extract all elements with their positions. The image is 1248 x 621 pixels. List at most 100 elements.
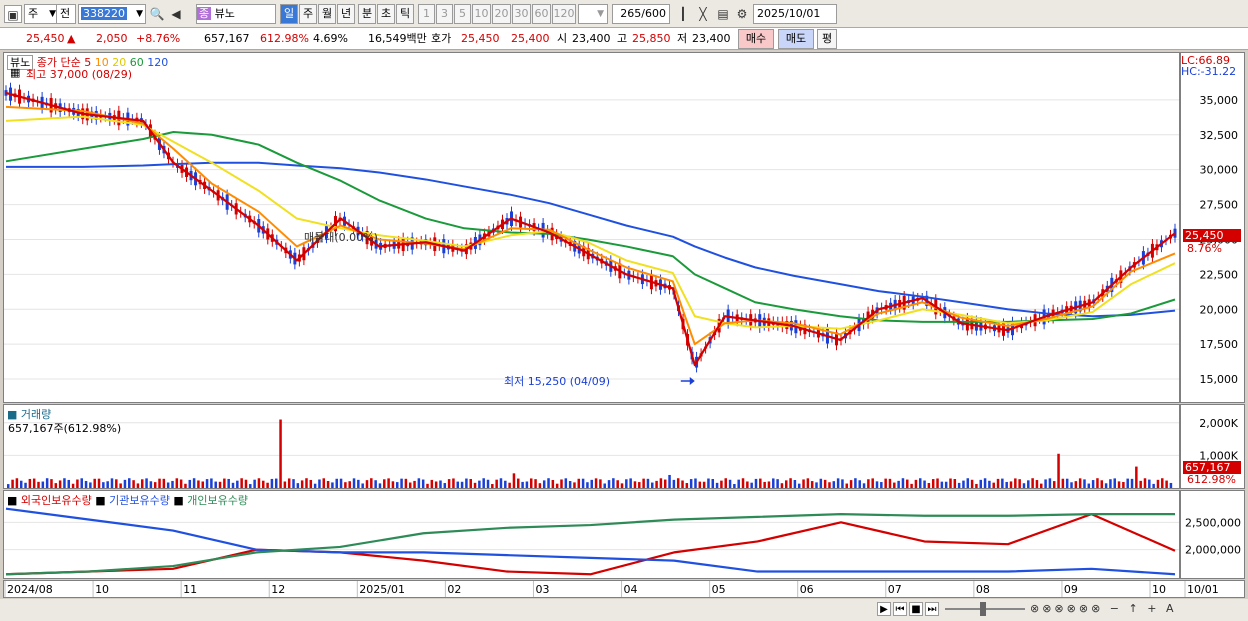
volume-bar xyxy=(374,480,377,488)
volume-bar xyxy=(1057,453,1060,488)
volume-bar xyxy=(1135,466,1138,488)
search-icon[interactable]: 🔍 xyxy=(149,7,165,21)
volume-bar xyxy=(560,479,563,488)
volume-bar xyxy=(551,479,555,488)
sell-button[interactable]: 매도 xyxy=(778,29,814,49)
volume-bar xyxy=(746,481,749,488)
mode-select[interactable]: 전 xyxy=(56,4,76,24)
period-week-button[interactable]: 주 xyxy=(299,4,317,24)
price-legend: 뷰노 종가 단순 5 10 20 60 120 xyxy=(7,54,168,70)
interval-60-button[interactable]: 60 xyxy=(532,4,551,24)
volume-bar xyxy=(849,480,853,488)
volume-bar xyxy=(132,480,135,488)
mid-label: 매물대(0.00%) xyxy=(304,231,378,244)
volume-bar xyxy=(266,482,269,488)
volume-bar xyxy=(318,479,321,488)
zoom-slider-handle[interactable] xyxy=(980,602,986,616)
period-day-button[interactable]: 일 xyxy=(280,4,298,24)
volume-bar xyxy=(396,482,399,488)
x-tick-label: 2024/08 xyxy=(7,583,53,596)
volume-panel[interactable]: ■ 거래량 657,167주(612.98%) xyxy=(3,404,1180,489)
chart-grid-icon[interactable]: ▦ xyxy=(10,66,21,79)
volume-bar xyxy=(875,481,879,488)
stop-icon[interactable]: ■ xyxy=(909,602,923,616)
interval-30-button[interactable]: 30 xyxy=(512,4,531,24)
volume-bar xyxy=(568,481,572,488)
market-select[interactable]: 주 ▼ xyxy=(24,4,60,24)
volume-tick-label: 2,000K xyxy=(1199,417,1238,430)
scroll-end-icon[interactable]: ⏭ xyxy=(925,602,939,616)
scroll-start-icon[interactable]: ⏮ xyxy=(893,602,907,616)
volume-bar xyxy=(292,479,295,488)
volume-bar xyxy=(988,480,991,488)
interval-20-button[interactable]: 20 xyxy=(492,4,511,24)
volume-bar xyxy=(383,479,386,488)
volume-bar xyxy=(936,478,939,488)
volume-bar xyxy=(836,478,840,488)
interval-10-button[interactable]: 10 xyxy=(472,4,491,24)
volume-bar xyxy=(404,478,408,488)
volume-bar xyxy=(205,479,209,488)
volume-bar xyxy=(910,483,913,488)
draw-tool-icon[interactable]: ╳ xyxy=(699,7,707,21)
period-year-button[interactable]: 년 xyxy=(337,4,355,24)
volume-bar xyxy=(41,481,45,488)
volume-bar xyxy=(966,478,970,488)
interval-5-button[interactable]: 5 xyxy=(454,4,471,24)
volume-bar xyxy=(763,481,766,488)
volume-bar xyxy=(240,478,243,488)
ma60-legend: 60 xyxy=(129,56,144,69)
candle-icon[interactable]: ┃ xyxy=(679,7,687,21)
market-value: 주 xyxy=(28,7,39,20)
gear-icon[interactable]: ⚙ xyxy=(736,7,748,21)
holding-tick-label: 2,000,000 xyxy=(1185,544,1241,557)
date-input[interactable]: 2025/10/01 xyxy=(753,4,837,24)
period-minute-button[interactable]: 분 xyxy=(358,4,376,24)
price-panel[interactable]: 뷰노 종가 단순 5 10 20 60 120 ▦ 최고 37,000 (08/… xyxy=(3,52,1180,403)
low-marker: 최저 15,250 (04/09) xyxy=(504,375,611,388)
volume-bar xyxy=(1001,478,1004,488)
volume-last-tag: 657,167 xyxy=(1183,461,1241,474)
holding-axis: 2,500,000 2,000,000 xyxy=(1180,490,1245,579)
volume-bar xyxy=(1126,478,1129,488)
volume-bar xyxy=(270,478,274,488)
count-value: 265 xyxy=(620,7,642,20)
volume-bar xyxy=(352,478,356,488)
volume-bar xyxy=(914,479,918,488)
count-input[interactable]: 265/600 xyxy=(612,4,670,24)
period-second-button[interactable]: 초 xyxy=(377,4,395,24)
interval-3-button[interactable]: 3 xyxy=(436,4,453,24)
period-month-button[interactable]: 월 xyxy=(318,4,336,24)
code-input[interactable]: 338220 ▼ xyxy=(78,4,146,24)
holding-panel[interactable]: ■ 외국인보유수량 ■ 기관보유수량 ■ 개인보유수량 xyxy=(3,490,1180,579)
interval-1-button[interactable]: 1 xyxy=(418,4,435,24)
volume-bar xyxy=(357,479,360,488)
volume-bar xyxy=(365,480,369,488)
volume-bar xyxy=(45,478,49,488)
save-icon[interactable]: ▤ xyxy=(717,7,729,21)
eval-button[interactable]: 평 xyxy=(817,29,837,49)
stock-name-field[interactable]: 종 뷰노 xyxy=(196,4,276,24)
chevron-down-icon: ▼ xyxy=(136,9,143,19)
volume-bar xyxy=(517,478,520,488)
ma10-legend: 10 xyxy=(94,56,109,69)
window-icon[interactable]: ▣ xyxy=(4,5,22,23)
speaker-icon[interactable]: ◀ xyxy=(171,7,181,21)
volume-bar xyxy=(694,478,697,488)
interval-120-button[interactable]: 120 xyxy=(552,4,576,24)
buy-button[interactable]: 매수 xyxy=(738,29,774,49)
volume-bar xyxy=(1113,478,1116,488)
volume-bar xyxy=(1061,478,1065,488)
interval-custom-select[interactable]: ▼ xyxy=(578,4,608,24)
scroll-right-icon[interactable]: ▶ xyxy=(877,602,891,616)
volume-bar xyxy=(71,483,75,488)
volume-current: 657,167주(612.98%) xyxy=(8,422,122,435)
x-tick-label: 04 xyxy=(624,583,638,596)
volume-bar xyxy=(67,479,71,488)
drawing-tools[interactable]: ⊗⊗⊗⊗⊗⊗ − ↑ + A xyxy=(1030,602,1177,615)
volume-bar xyxy=(698,481,702,488)
period-tick-button[interactable]: 틱 xyxy=(396,4,414,24)
x-tick-label: 12 xyxy=(271,583,285,596)
volume-bar xyxy=(1065,478,1069,488)
volume-bar xyxy=(309,479,313,488)
